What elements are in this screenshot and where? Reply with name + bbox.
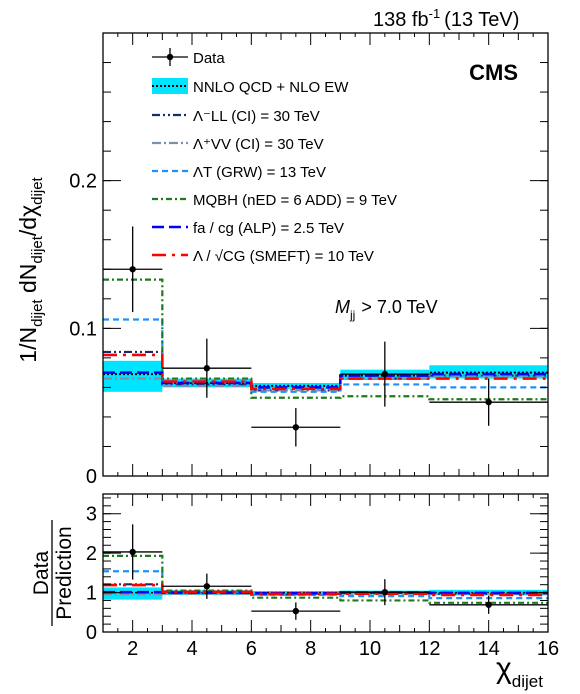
ratio-y-tick-label: 2 xyxy=(86,543,97,565)
ratio-x-tick-label: 16 xyxy=(537,638,559,660)
ratio-data-marker xyxy=(381,588,389,596)
main-data-point xyxy=(103,226,163,313)
main-data-marker xyxy=(381,370,389,378)
main-data-point xyxy=(429,378,548,426)
ratio-x-tick-label: 4 xyxy=(186,638,197,660)
legend-label-qbh: MQBH (nED = 6 ADD) = 9 TeV xyxy=(193,192,397,209)
main-alp-histogram xyxy=(103,371,548,389)
legend-label-data: Data xyxy=(193,50,225,67)
experiment-label: CMS xyxy=(469,60,518,85)
legend-label-smeft: Λ / √CG (SMEFT) = 10 TeV xyxy=(193,248,374,265)
legend-label-sm: NNLO QCD + NLO EW xyxy=(193,79,349,96)
ratio-x-tick-label: 8 xyxy=(305,638,316,660)
ratio-data-point xyxy=(429,595,548,614)
ratio-x-tick-label: 14 xyxy=(478,638,500,660)
main-y-tick-label: 0.1 xyxy=(69,318,97,340)
legend-item-ci_vv: Λ⁺VV (CI) = 30 TeV xyxy=(152,136,324,153)
ratio-x-tick-label: 10 xyxy=(359,638,381,660)
main-panel: 0 0.1 0.2 CMS Mjj > 7.0 TeV Data NNLO QCD + … xyxy=(15,32,549,488)
legend-data-marker xyxy=(166,53,174,61)
legend-item-alp: fa / cg (ALP) = 2.5 TeV xyxy=(152,220,344,237)
ratio-data-point xyxy=(251,602,341,620)
legend-item-sm: NNLO QCD + NLO EW xyxy=(152,78,349,96)
legend-item-data: Data xyxy=(152,48,225,67)
main-data-marker xyxy=(485,398,492,406)
ratio-data-point xyxy=(340,579,430,606)
main-data-point xyxy=(251,408,341,447)
ratio-grw-histogram xyxy=(103,570,548,600)
legend: Data NNLO QCD + NLO EW Λ⁻LL (CI) = 30 TeV Λ… xyxy=(152,48,397,265)
main-data-point xyxy=(340,341,430,407)
main-data-marker xyxy=(203,365,211,372)
legend-item-grw: ΛT (GRW) = 13 TeV xyxy=(152,164,326,181)
legend-label-ci_ll: Λ⁻LL (CI) = 30 TeV xyxy=(193,108,320,125)
ratio-data-marker xyxy=(129,548,136,556)
ratio-data-marker xyxy=(485,601,492,608)
main-axes: 0 0.1 0.2 xyxy=(69,32,549,488)
main-y-tick-label: 0.2 xyxy=(69,171,97,193)
ratio-y-title-top: Data xyxy=(30,551,53,596)
ratio-x-tick-label: 12 xyxy=(418,638,440,660)
ratio-plot-area xyxy=(103,524,548,620)
x-axis-title: χdijet xyxy=(496,652,543,691)
main-data-marker xyxy=(292,424,300,431)
legend-label-ci_vv: Λ⁺VV (CI) = 30 TeV xyxy=(193,136,324,153)
lumi-label: 138 fb-1 (13 TeV) xyxy=(373,6,519,31)
legend-item-ci_ll: Λ⁻LL (CI) = 30 TeV xyxy=(152,108,320,125)
main-plot-area xyxy=(103,226,548,447)
ratio-qbh-histogram xyxy=(103,554,548,604)
ratio-data-marker xyxy=(292,607,300,615)
ratio-y-title-bottom: Prediction xyxy=(53,526,76,619)
ratio-y-tick-label: 3 xyxy=(86,504,97,526)
mass-cut-label: Mjj > 7.0 TeV xyxy=(335,297,438,322)
main-smeft-histogram xyxy=(103,353,548,391)
ratio-data-marker xyxy=(203,583,211,590)
legend-label-alp: fa / cg (ALP) = 2.5 TeV xyxy=(193,220,344,237)
ratio-data-point xyxy=(162,573,252,599)
main-qbh-histogram xyxy=(103,278,548,401)
main-sm-band-bin xyxy=(103,360,163,392)
ratio-x-tick-label: 2 xyxy=(127,638,138,660)
ratio-y-tick-label: 1 xyxy=(86,583,97,605)
main-y-tick-label: 0 xyxy=(86,466,97,488)
main-y-axis-title: 1/Ndijet dNdijet/dχdijet xyxy=(15,176,46,362)
legend-item-smeft: Λ / √CG (SMEFT) = 10 TeV xyxy=(152,248,374,265)
main-data-marker xyxy=(129,266,136,273)
legend-label-grw: ΛT (GRW) = 13 TeV xyxy=(193,164,326,181)
main-data-point xyxy=(162,338,252,398)
ratio-data-point xyxy=(103,524,163,580)
legend-item-qbh: MQBH (nED = 6 ADD) = 9 TeV xyxy=(152,192,397,209)
ratio-smeft-histogram xyxy=(103,583,548,597)
ratio-y-tick-label: 0 xyxy=(86,622,97,644)
ratio-x-tick-label: 6 xyxy=(246,638,257,660)
